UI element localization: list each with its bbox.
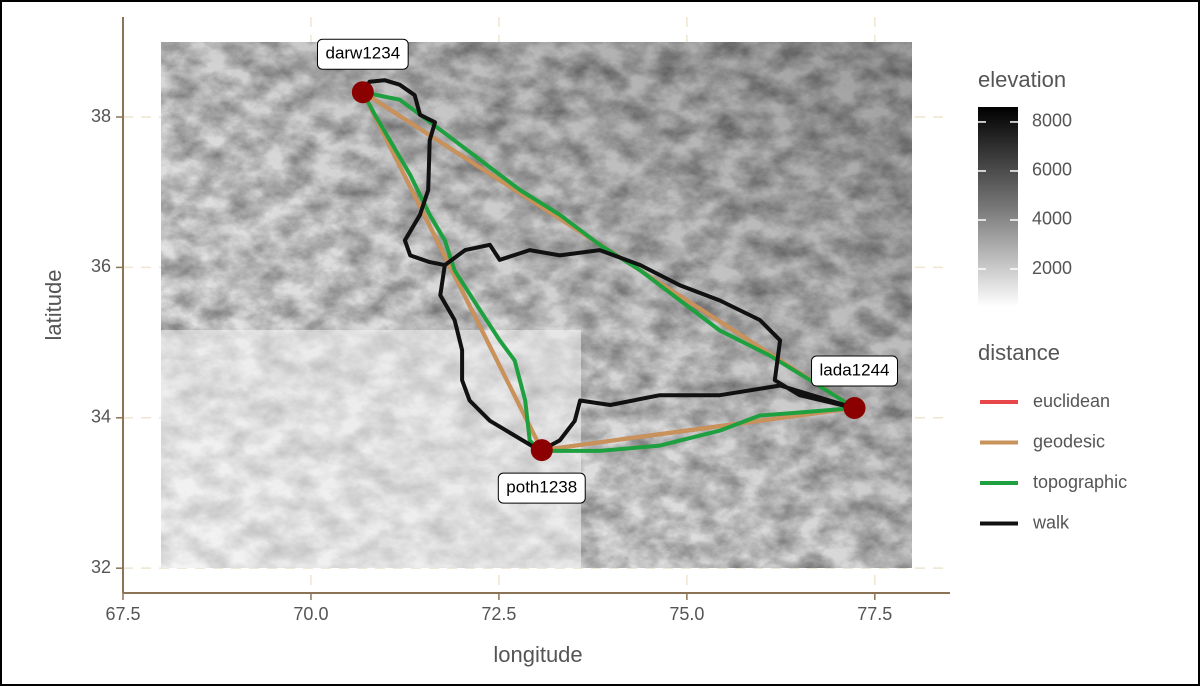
- y-tick-label: 34: [91, 407, 111, 427]
- colorbar-tick-label: 4000: [1032, 209, 1072, 229]
- y-axis-title: latitude: [41, 270, 66, 341]
- y-tick-label: 36: [91, 256, 111, 276]
- label-box: [811, 355, 899, 387]
- label-box: [316, 38, 409, 70]
- legend-label: euclidean: [1033, 391, 1110, 411]
- colorbar-tick-label: 6000: [1032, 160, 1072, 180]
- point-label: lada1244: [820, 361, 890, 380]
- x-tick-label: 70.0: [293, 604, 328, 624]
- label-box: [497, 472, 586, 504]
- legend-label: topographic: [1033, 472, 1127, 492]
- colorbar: [978, 107, 1018, 307]
- x-tick-label: 77.5: [857, 604, 892, 624]
- language-point: [530, 439, 553, 462]
- colorbar-tick-label: 8000: [1032, 111, 1072, 131]
- point-label: darw1234: [325, 44, 400, 63]
- route-line: [360, 90, 857, 453]
- point-label: poth1238: [506, 478, 577, 497]
- legend-title: distance: [978, 340, 1060, 365]
- language-point: [843, 397, 866, 420]
- x-tick-label: 75.0: [669, 604, 704, 624]
- x-tick-label: 72.5: [481, 604, 516, 624]
- colorbar-title: elevation: [978, 67, 1066, 92]
- language-point: [351, 81, 374, 104]
- legend-label: geodesic: [1033, 431, 1105, 451]
- y-tick-label: 32: [91, 557, 111, 577]
- colorbar-tick-label: 2000: [1032, 258, 1072, 278]
- x-tick-label: 67.5: [105, 604, 140, 624]
- legend-label: walk: [1032, 512, 1070, 532]
- y-tick-label: 38: [91, 106, 111, 126]
- x-axis-title: longitude: [493, 642, 582, 667]
